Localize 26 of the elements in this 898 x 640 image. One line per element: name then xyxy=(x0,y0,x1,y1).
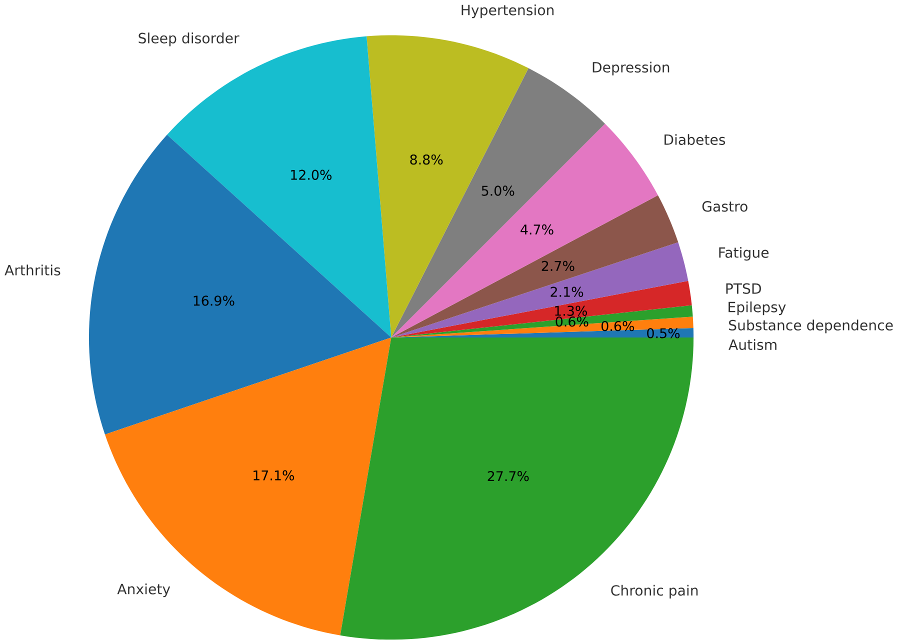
data-label: 1.3% xyxy=(555,306,587,316)
data-label: 12.0% xyxy=(291,170,332,180)
data-label: 16.9% xyxy=(194,296,234,306)
slice-label: PTSD xyxy=(726,283,761,294)
data-label: 8.8% xyxy=(410,154,443,165)
data-label: 0.6% xyxy=(602,321,634,332)
slice-label: Substance dependence xyxy=(729,320,893,334)
data-label: 0.5% xyxy=(647,328,680,338)
slice-label: Fatigue xyxy=(719,247,769,261)
slice-label: Hypertension xyxy=(462,4,554,18)
slice-label: Sleep disorder xyxy=(138,32,240,46)
data-label: 2.7% xyxy=(542,261,574,272)
slice-label: Gastro xyxy=(702,201,748,212)
data-label: 27.7% xyxy=(488,471,529,482)
slice-label: Anxiety xyxy=(117,584,170,598)
data-label: 5.0% xyxy=(482,186,514,196)
data-label: 17.1% xyxy=(254,470,294,481)
data-label: 4.7% xyxy=(520,224,554,235)
slice-label: Diabetes xyxy=(664,134,726,146)
slice-label: Autism xyxy=(728,339,776,350)
data-label: 2.1% xyxy=(550,286,584,298)
slice-label: Chronic pain xyxy=(611,584,698,599)
data-label: 0.6% xyxy=(556,316,588,327)
slice-label: Depression xyxy=(592,62,670,76)
slice-label: Arthritis xyxy=(4,264,60,276)
slice-label: Epilepsy xyxy=(728,302,786,316)
